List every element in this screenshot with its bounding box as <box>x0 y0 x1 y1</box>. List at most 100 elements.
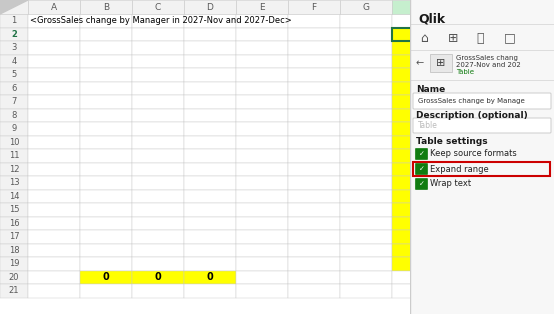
Bar <box>80 203 132 216</box>
Text: ←: ← <box>416 58 424 68</box>
Bar <box>288 41 340 55</box>
Text: 17: 17 <box>9 232 19 241</box>
Bar <box>80 163 132 176</box>
Bar <box>340 190 392 203</box>
Bar <box>0 176 28 190</box>
Text: 2: 2 <box>11 30 17 39</box>
Bar <box>392 68 444 82</box>
Bar <box>392 122 444 136</box>
Bar <box>392 28 444 41</box>
Text: 0: 0 <box>436 97 441 106</box>
Bar <box>444 163 462 176</box>
Bar <box>340 95 392 109</box>
Bar <box>430 54 452 72</box>
Bar <box>392 28 444 41</box>
Bar <box>236 284 288 297</box>
Text: 2027-Nov and 202: 2027-Nov and 202 <box>456 62 521 68</box>
Text: H: H <box>414 3 422 12</box>
Bar <box>28 163 80 176</box>
Bar <box>28 55 80 68</box>
Bar <box>132 109 184 122</box>
Bar <box>80 136 132 149</box>
Bar <box>288 136 340 149</box>
Bar <box>80 257 132 270</box>
Text: GrossSales chang: GrossSales chang <box>456 55 518 61</box>
Bar <box>392 109 444 122</box>
Bar <box>28 216 80 230</box>
Bar <box>0 163 28 176</box>
Bar <box>392 203 444 216</box>
Bar <box>184 190 236 203</box>
Bar <box>80 176 132 190</box>
Bar <box>392 82 444 95</box>
Text: 18: 18 <box>9 246 19 255</box>
Bar <box>288 230 340 243</box>
Bar <box>0 149 28 163</box>
Bar <box>340 216 392 230</box>
Bar <box>28 68 80 82</box>
Bar <box>132 176 184 190</box>
Bar <box>80 109 132 122</box>
Text: ✓: ✓ <box>419 151 424 157</box>
Bar <box>444 122 462 136</box>
Bar <box>0 55 28 68</box>
Bar <box>288 122 340 136</box>
Bar <box>28 82 80 95</box>
Bar <box>80 270 132 284</box>
Bar <box>184 216 236 230</box>
Bar <box>392 230 444 243</box>
Text: D: D <box>207 3 213 12</box>
Text: ✚: ✚ <box>412 29 420 39</box>
Bar <box>444 230 462 243</box>
Bar <box>340 109 392 122</box>
Text: 0: 0 <box>102 272 109 282</box>
Bar <box>444 0 462 14</box>
Bar <box>392 190 444 203</box>
Bar <box>444 28 462 41</box>
Bar <box>28 95 80 109</box>
Bar <box>444 149 462 163</box>
Bar <box>132 0 184 14</box>
Bar <box>184 14 236 28</box>
Bar <box>392 257 444 270</box>
Bar <box>236 243 288 257</box>
Bar <box>0 203 28 216</box>
FancyBboxPatch shape <box>416 178 428 190</box>
Text: 0: 0 <box>436 84 441 93</box>
Bar <box>80 41 132 55</box>
Text: ⊞: ⊞ <box>437 58 445 68</box>
Text: 12: 12 <box>9 165 19 174</box>
Text: 0: 0 <box>155 272 161 282</box>
Bar <box>184 176 236 190</box>
Text: 0: 0 <box>436 219 441 228</box>
Text: B: B <box>103 3 109 12</box>
Text: 8: 8 <box>11 111 17 120</box>
Bar <box>132 149 184 163</box>
Bar <box>288 243 340 257</box>
Text: 0: 0 <box>207 272 213 282</box>
Bar <box>80 230 132 243</box>
Bar <box>28 190 80 203</box>
Polygon shape <box>0 0 28 14</box>
Bar <box>28 14 80 28</box>
Bar <box>340 163 392 176</box>
Text: 16: 16 <box>9 219 19 228</box>
Text: Table: Table <box>418 122 438 131</box>
Bar <box>288 270 340 284</box>
Text: 0: 0 <box>436 30 441 39</box>
Bar <box>392 55 444 68</box>
Text: 0: 0 <box>436 138 441 147</box>
Bar <box>28 230 80 243</box>
Text: 0: 0 <box>436 124 441 133</box>
Text: ⌖: ⌖ <box>476 31 484 45</box>
Bar <box>184 109 236 122</box>
Bar <box>340 243 392 257</box>
Text: 0: 0 <box>436 43 441 52</box>
Bar <box>132 243 184 257</box>
Bar <box>236 95 288 109</box>
Bar <box>236 68 288 82</box>
Bar <box>340 41 392 55</box>
Bar <box>0 41 28 55</box>
Bar <box>392 95 444 109</box>
Bar <box>132 216 184 230</box>
